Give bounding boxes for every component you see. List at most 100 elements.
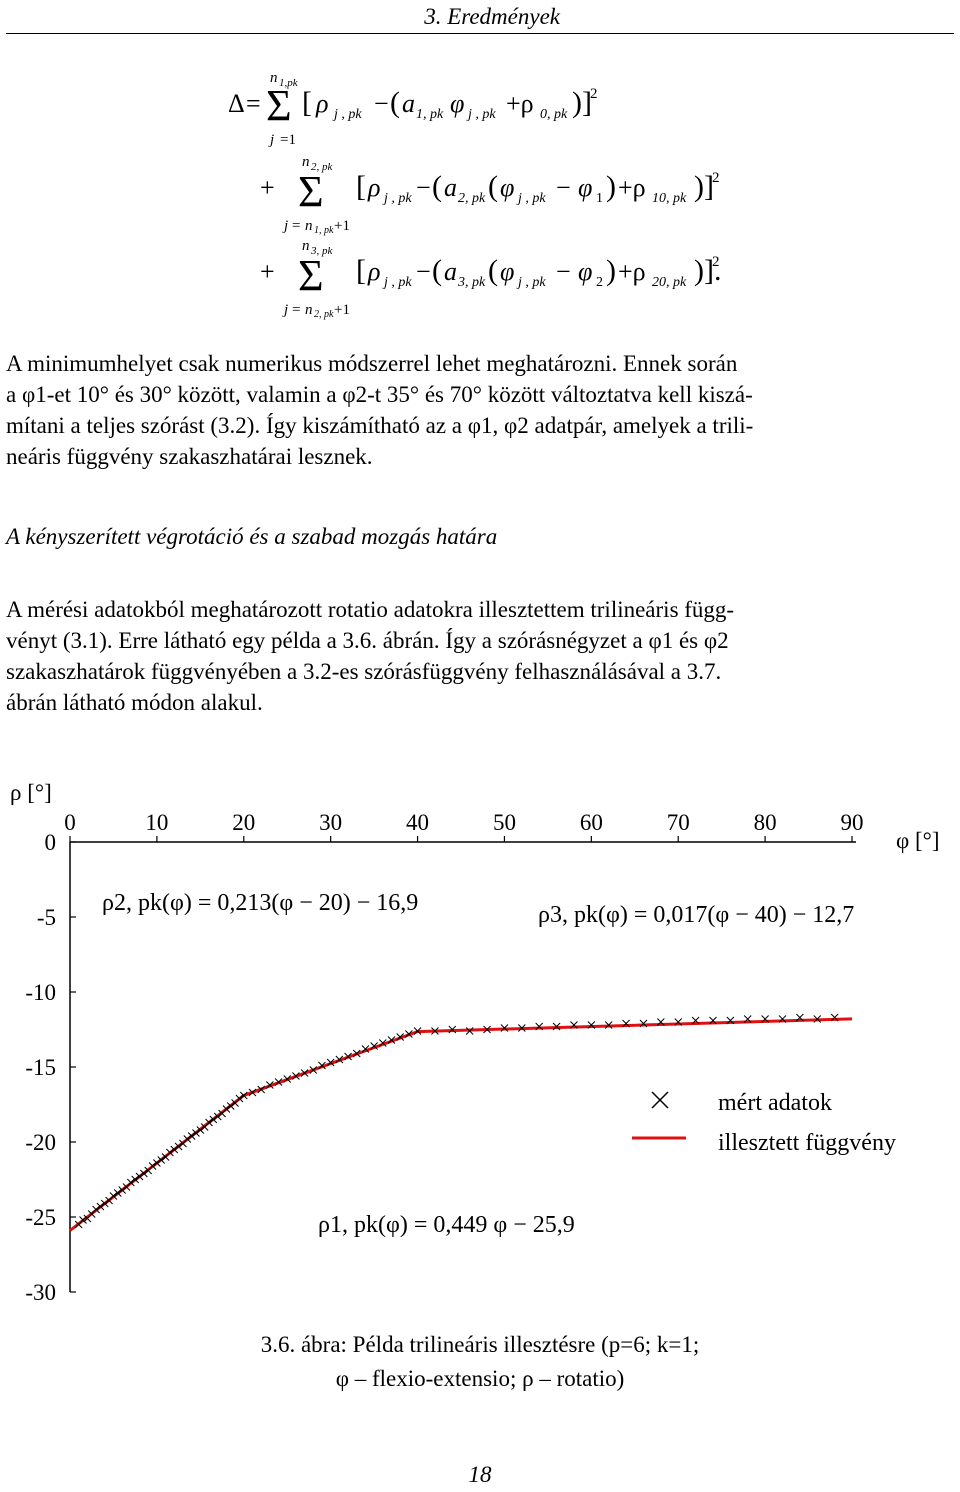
measured-point-stroke xyxy=(140,1169,148,1178)
svg-text:φ: φ xyxy=(500,173,514,202)
svg-text:ρ: ρ xyxy=(315,89,328,118)
measured-point-stroke xyxy=(79,1216,87,1224)
svg-text:a: a xyxy=(444,257,457,286)
measured-point xyxy=(830,1013,839,1022)
measured-point xyxy=(813,1015,822,1023)
measured-point xyxy=(743,1015,752,1023)
svg-text:2, pk: 2, pk xyxy=(311,161,334,173)
svg-text:2: 2 xyxy=(712,170,720,186)
paragraph-line: A mérési adatokból meghatározott rotatio… xyxy=(6,597,735,622)
measured-point xyxy=(166,1148,174,1157)
measured-point-stroke xyxy=(378,1039,387,1047)
measured-point-stroke xyxy=(448,1025,457,1034)
svg-text:=: = xyxy=(246,89,261,118)
measured-point xyxy=(796,1013,804,1022)
svg-text:−: − xyxy=(416,173,431,202)
measured-point-stroke xyxy=(344,1052,352,1061)
svg-text:20, pk: 20, pk xyxy=(652,275,687,290)
svg-text:0, pk: 0, pk xyxy=(540,107,568,122)
sum-sign: Σ xyxy=(266,81,292,130)
measured-point xyxy=(222,1105,231,1113)
svg-text:j: j xyxy=(282,302,288,318)
measured-point-stroke xyxy=(205,1118,213,1127)
measured-point xyxy=(153,1159,161,1167)
measured-point xyxy=(622,1019,630,1028)
y-tick-label: -30 xyxy=(25,1280,56,1305)
svg-text:(: ( xyxy=(390,86,400,119)
x-tick-label: 60 xyxy=(580,810,603,835)
measured-point xyxy=(126,1178,135,1187)
measured-point xyxy=(387,1036,396,1044)
svg-text:)]: )] xyxy=(694,170,714,203)
measured-point xyxy=(131,1175,140,1184)
measured-point-stroke xyxy=(300,1069,309,1077)
measured-point xyxy=(535,1022,544,1031)
measured-point-stroke xyxy=(778,1015,787,1023)
measured-point-stroke xyxy=(170,1145,179,1154)
svg-text:n: n xyxy=(305,218,313,234)
measured-point xyxy=(209,1115,218,1124)
svg-text:n: n xyxy=(302,154,310,170)
svg-text:=: = xyxy=(292,302,300,318)
svg-text:j , pk: j , pk xyxy=(382,275,412,290)
measured-point-stroke xyxy=(387,1036,396,1044)
equation-block: Δ = Σ n 1,pk j =1 [ ρ j , pk − ( a 1, pk φ… xyxy=(228,70,721,320)
measured-point xyxy=(396,1033,405,1041)
trilinear-fit-chart: ρ [°] φ [°] 0 10 20 30 40 50 60 70 80 90 0 -5 -10 -15… xyxy=(10,780,940,1305)
svg-text:ρ: ρ xyxy=(367,257,380,286)
measured-point-stroke xyxy=(431,1027,439,1035)
measured-point-stroke xyxy=(196,1126,205,1134)
paragraph-line: a φ1-et 10° és 30° között, valamin a φ2-… xyxy=(6,382,753,407)
svg-text:j , pk: j , pk xyxy=(332,107,362,122)
svg-text:+: + xyxy=(260,257,275,286)
x-tick-label: 70 xyxy=(667,810,690,835)
measured-point-stroke xyxy=(535,1022,544,1031)
measured-point xyxy=(292,1072,300,1080)
measured-point-stroke xyxy=(174,1142,183,1151)
measured-point xyxy=(239,1091,248,1100)
svg-text:3, pk: 3, pk xyxy=(310,245,334,257)
measured-point-stroke xyxy=(335,1055,344,1064)
svg-text:j: j xyxy=(282,218,288,234)
measured-point xyxy=(344,1052,352,1061)
svg-text:j , pk: j , pk xyxy=(382,191,412,206)
measured-point xyxy=(318,1061,326,1070)
caption-line: 3.6. ábra: Példa trilineáris illesztésre… xyxy=(260,1332,700,1357)
measured-point xyxy=(361,1045,370,1053)
measured-point xyxy=(500,1024,509,1032)
y-tick-label: -5 xyxy=(37,905,56,930)
equation-segment-1: ρ1, pk(φ) = 0,449 φ − 25,9 xyxy=(318,1212,575,1238)
svg-text:2, pk: 2, pk xyxy=(314,309,334,320)
svg-text:+1: +1 xyxy=(334,218,350,234)
paragraph-line: vényt (3.1). Erre látható egy példa a 3.… xyxy=(6,628,729,653)
measured-point xyxy=(656,1018,665,1026)
measured-point-stroke xyxy=(265,1081,274,1089)
measured-point-stroke xyxy=(604,1021,613,1029)
measured-point-stroke xyxy=(183,1135,192,1143)
measured-point-stroke xyxy=(813,1015,822,1023)
measured-point-stroke xyxy=(622,1019,630,1028)
legend-measured: mért adatok xyxy=(718,1090,832,1116)
measured-point-stroke xyxy=(226,1102,235,1110)
svg-text:φ: φ xyxy=(450,89,464,118)
measured-point xyxy=(587,1021,596,1029)
svg-text:2: 2 xyxy=(712,254,720,270)
svg-text:+ρ: +ρ xyxy=(618,173,646,202)
measured-point-stroke xyxy=(309,1066,318,1074)
svg-text:): ) xyxy=(606,254,616,287)
svg-text:+: + xyxy=(260,173,275,202)
measured-point-stroke xyxy=(709,1016,717,1025)
measured-point xyxy=(570,1021,578,1029)
measured-point xyxy=(465,1027,474,1035)
svg-text:(: ( xyxy=(432,254,442,287)
svg-text:=: = xyxy=(292,218,300,234)
x-tick-label: 30 xyxy=(319,810,342,835)
svg-text:10, pk: 10, pk xyxy=(652,191,687,206)
svg-text:(: ( xyxy=(488,254,498,287)
svg-text:2: 2 xyxy=(596,275,603,290)
measured-point-stroke xyxy=(674,1018,683,1026)
measured-point-stroke xyxy=(222,1105,231,1113)
paragraph-line: neáris függvény szakaszhatárai lesznek. xyxy=(6,444,373,469)
measured-point xyxy=(604,1021,613,1029)
measured-point xyxy=(370,1042,378,1050)
